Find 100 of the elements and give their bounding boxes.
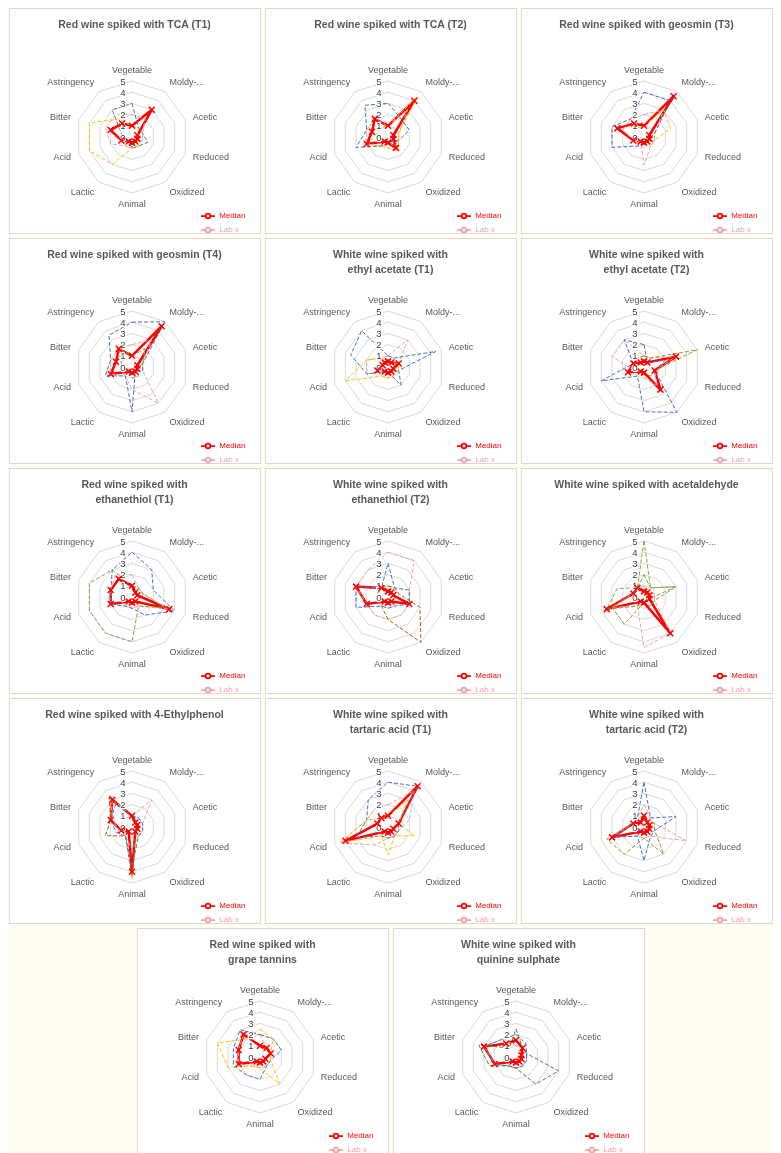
spoke-label: Lactic bbox=[70, 647, 95, 658]
spoke-label: Lactic bbox=[326, 417, 351, 428]
chart-title: Red wine spiked with geosmin (T4) bbox=[46, 247, 223, 262]
spoke-label: Acetic bbox=[192, 342, 218, 353]
spoke-label: Vegetable bbox=[623, 525, 664, 535]
spoke-label: Lactic bbox=[70, 417, 95, 428]
spoke-label: Vegetable bbox=[111, 755, 152, 765]
spoke-label: Moldy-... bbox=[681, 537, 716, 548]
y-tick-label: 5 bbox=[119, 75, 126, 87]
spoke-label: Acetic bbox=[448, 112, 474, 123]
y-tick-label: 2 bbox=[119, 799, 126, 811]
spoke-label: Animal bbox=[629, 659, 658, 670]
spoke-label: Moldy-... bbox=[681, 767, 716, 778]
chart-title: Red wine spiked with 4-Ethylphenol bbox=[44, 707, 225, 722]
spoke-label: Moldy-... bbox=[553, 997, 588, 1008]
spoke-label: Acetic bbox=[576, 1032, 602, 1043]
spoke-label: Reduced bbox=[192, 611, 229, 622]
spoke-label: Bitter bbox=[305, 572, 327, 583]
spoke-label: Astringency bbox=[558, 537, 607, 548]
spoke-label: Reduced bbox=[448, 611, 485, 622]
spoke-label: Oxidized bbox=[169, 647, 205, 658]
y-tick-label: 5 bbox=[631, 535, 638, 547]
y-tick-label: 2 bbox=[631, 339, 638, 351]
y-tick-label: 0 bbox=[375, 591, 382, 603]
legend-label: Lab x bbox=[731, 225, 751, 235]
y-tick-label: 2 bbox=[631, 799, 638, 811]
spoke-label: Vegetable bbox=[239, 985, 280, 995]
spoke-label: Oxidized bbox=[425, 647, 461, 658]
legend-label: Median bbox=[475, 901, 502, 911]
y-tick-label: 1 bbox=[375, 350, 382, 362]
y-tick-label: 2 bbox=[119, 109, 126, 121]
spoke-label: Vegetable bbox=[623, 295, 664, 305]
y-tick-label: 0 bbox=[375, 131, 382, 143]
y-tick-label: 2 bbox=[375, 799, 382, 811]
legend-label: Median bbox=[475, 211, 502, 221]
chart-title: White wine spiked with tartaric acid (T1) bbox=[332, 707, 449, 737]
spoke-label: Vegetable bbox=[111, 65, 152, 75]
spoke-label: Acid bbox=[565, 611, 583, 622]
spoke-label: Moldy-... bbox=[169, 767, 204, 778]
spoke-label: Animal bbox=[629, 199, 658, 210]
y-tick-label: 3 bbox=[631, 787, 638, 799]
y-tick-label: 4 bbox=[119, 546, 126, 558]
spoke-label: Lactic bbox=[326, 877, 351, 888]
spoke-label: Acetic bbox=[704, 802, 730, 813]
legend-label: Median bbox=[219, 901, 246, 911]
spoke-label: Oxidized bbox=[425, 187, 461, 198]
spoke-label: Reduced bbox=[192, 841, 229, 852]
legend-label: Median bbox=[731, 901, 758, 911]
legend-label: Median bbox=[347, 1131, 374, 1141]
y-tick-label: 5 bbox=[119, 305, 126, 317]
legend-label: Lab x bbox=[731, 685, 751, 695]
spoke-label: Astringency bbox=[174, 997, 223, 1008]
spoke-label: Animal bbox=[117, 199, 146, 210]
y-tick-label: 4 bbox=[119, 316, 126, 328]
y-tick-label: 4 bbox=[631, 316, 638, 328]
y-tick-label: 1 bbox=[631, 350, 638, 362]
y-tick-label: 0 bbox=[119, 821, 126, 833]
y-tick-label: 5 bbox=[375, 535, 382, 547]
spoke-label: Moldy-... bbox=[169, 77, 204, 88]
spoke-label: Lactic bbox=[198, 1107, 223, 1118]
y-tick-label: 4 bbox=[631, 86, 638, 98]
spoke-label: Moldy-... bbox=[425, 307, 460, 318]
spoke-label: Reduced bbox=[448, 841, 485, 852]
y-tick-label: 0 bbox=[247, 1051, 254, 1063]
spoke-label: Moldy-... bbox=[169, 537, 204, 548]
spoke-label: Bitter bbox=[561, 342, 583, 353]
y-tick-label: 3 bbox=[119, 787, 126, 799]
y-tick-label: 5 bbox=[375, 305, 382, 317]
y-tick-label: 4 bbox=[119, 86, 126, 98]
y-tick-label: 3 bbox=[375, 557, 382, 569]
spoke-label: Acid bbox=[53, 841, 71, 852]
y-tick-label: 1 bbox=[119, 810, 126, 822]
spoke-label: Bitter bbox=[305, 802, 327, 813]
y-tick-label: 5 bbox=[375, 765, 382, 777]
spoke-label: Acetic bbox=[704, 342, 730, 353]
legend-label: Lab x bbox=[219, 915, 239, 925]
spoke-label: Animal bbox=[117, 889, 146, 900]
chart-title: Red wine spiked with TCA (T1) bbox=[57, 17, 212, 32]
y-tick-label: 0 bbox=[503, 1051, 510, 1063]
y-tick-label: 1 bbox=[631, 810, 638, 822]
y-tick-label: 5 bbox=[119, 765, 126, 777]
y-tick-label: 4 bbox=[631, 776, 638, 788]
y-tick-label: 5 bbox=[631, 75, 638, 87]
spoke-label: Animal bbox=[245, 1119, 274, 1130]
spoke-label: Reduced bbox=[704, 381, 741, 392]
legend-label: Median bbox=[731, 441, 758, 451]
spoke-label: Bitter bbox=[561, 112, 583, 123]
spoke-label: Moldy-... bbox=[681, 307, 716, 318]
legend-label: Lab x bbox=[219, 685, 239, 695]
spoke-label: Oxidized bbox=[681, 187, 717, 198]
y-tick-label: 3 bbox=[119, 97, 126, 109]
legend-label: Lab x bbox=[603, 1145, 623, 1153]
spoke-label: Astringency bbox=[302, 767, 351, 778]
spoke-label: Vegetable bbox=[367, 295, 408, 305]
spoke-label: Astringency bbox=[46, 767, 95, 778]
spoke-label: Acid bbox=[565, 381, 583, 392]
spoke-label: Acid bbox=[181, 1071, 199, 1082]
spoke-label: Bitter bbox=[561, 802, 583, 813]
spoke-label: Lactic bbox=[582, 187, 607, 198]
legend-label: Median bbox=[603, 1131, 630, 1141]
